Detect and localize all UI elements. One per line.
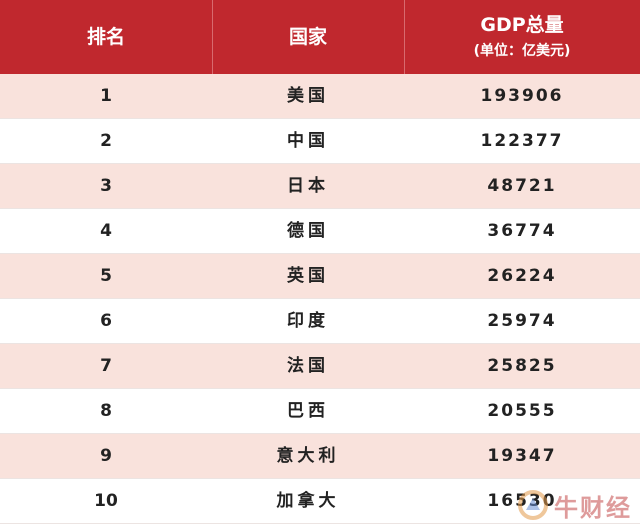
country-cell: 印度 [287, 311, 329, 331]
header-rank: 排名 [0, 0, 212, 74]
row-divider [0, 523, 640, 524]
row-divider [0, 118, 640, 119]
gdp-cell: 193906 [480, 86, 564, 106]
country-cell: 巴西 [287, 401, 329, 421]
table-row: 8 巴西 20555 [0, 389, 640, 434]
row-divider [0, 343, 640, 344]
table-row: 6 印度 25974 [0, 299, 640, 344]
table-row: 3 日本 48721 [0, 164, 640, 209]
header-gdp-unit: (单位：亿美元) [473, 43, 571, 59]
country-cell: 英国 [287, 266, 329, 286]
country-cell: 意大利 [276, 446, 340, 466]
country-cell: 中国 [287, 131, 329, 151]
rank-cell: 9 [100, 446, 112, 466]
table-row: 5 英国 26224 [0, 254, 640, 299]
row-divider [0, 298, 640, 299]
country-cell: 美国 [287, 86, 329, 106]
table-row: 2 中国 122377 [0, 119, 640, 164]
gdp-cell: 19347 [487, 446, 557, 466]
header-country: 国家 [212, 0, 404, 74]
table-row: 1 美国 193906 [0, 74, 640, 119]
header-divider [404, 0, 405, 74]
header-gdp: GDP总量 (单位：亿美元) [404, 0, 640, 74]
rank-cell: 7 [100, 356, 112, 376]
niucaijing-logo-icon [518, 490, 548, 520]
row-divider [0, 208, 640, 209]
rank-cell: 3 [100, 176, 112, 196]
watermark: 牛财经 [518, 487, 632, 523]
rank-cell: 8 [100, 401, 112, 421]
gdp-cell: 48721 [487, 176, 557, 196]
rank-cell: 4 [100, 221, 112, 241]
table-row: 4 德国 36774 [0, 209, 640, 254]
row-divider [0, 388, 640, 389]
table-row: 7 法国 25825 [0, 344, 640, 389]
table-row: 9 意大利 19347 [0, 434, 640, 479]
watermark-text: 牛财经 [554, 493, 632, 522]
header-rank-label: 排名 [86, 26, 125, 48]
gdp-cell: 26224 [487, 266, 557, 286]
rank-cell: 1 [100, 86, 112, 106]
row-divider [0, 253, 640, 254]
header-divider [212, 0, 213, 74]
gdp-cell: 20555 [487, 401, 557, 421]
rank-cell: 6 [100, 311, 112, 331]
gdp-cell: 25825 [487, 356, 557, 376]
country-cell: 加拿大 [276, 491, 340, 511]
row-divider [0, 478, 640, 479]
row-divider [0, 163, 640, 164]
row-divider [0, 433, 640, 434]
table-header: 排名 国家 GDP总量 (单位：亿美元) [0, 0, 640, 74]
gdp-cell: 25974 [487, 311, 557, 331]
rank-cell: 2 [100, 131, 112, 151]
country-cell: 法国 [287, 356, 329, 376]
rank-cell: 5 [100, 266, 112, 286]
header-gdp-label: GDP总量 [480, 14, 564, 36]
gdp-cell: 36774 [487, 221, 557, 241]
gdp-cell: 122377 [480, 131, 564, 151]
country-cell: 日本 [287, 176, 329, 196]
header-country-label: 国家 [288, 26, 327, 48]
country-cell: 德国 [287, 221, 329, 241]
rank-cell: 10 [94, 491, 118, 511]
